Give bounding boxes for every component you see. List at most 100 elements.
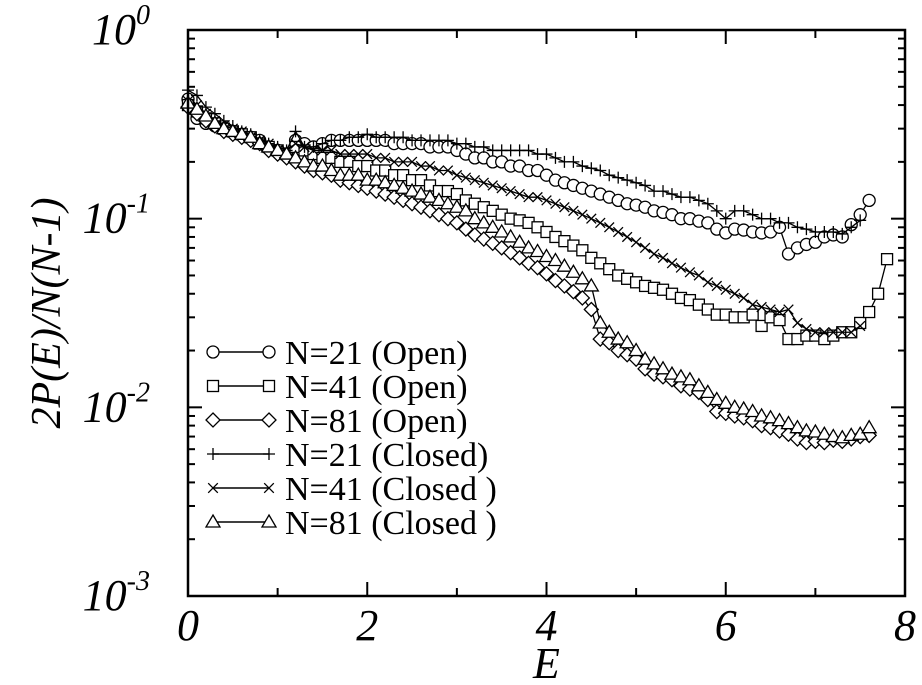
data-point bbox=[765, 304, 776, 315]
series-plus bbox=[182, 84, 867, 240]
legend-marker-start bbox=[207, 482, 219, 494]
data-point bbox=[639, 179, 652, 192]
data-point bbox=[496, 182, 507, 194]
data-point bbox=[701, 197, 714, 210]
legend-marker-start bbox=[204, 513, 222, 528]
series-line bbox=[187, 100, 861, 333]
y-tick-exponent: -2 bbox=[127, 377, 150, 408]
data-point bbox=[663, 365, 681, 380]
data-point bbox=[529, 243, 546, 258]
data-point bbox=[585, 162, 598, 175]
data-point bbox=[475, 214, 492, 229]
series-circle bbox=[181, 92, 876, 261]
data-point bbox=[487, 180, 498, 191]
data-point bbox=[636, 350, 654, 365]
data-point bbox=[477, 140, 490, 153]
legend-label: N=81 (Closed ) bbox=[285, 505, 497, 542]
data-point bbox=[353, 148, 364, 160]
legend-marker-start bbox=[206, 345, 220, 359]
data-point bbox=[773, 313, 786, 327]
data-point bbox=[816, 425, 833, 440]
data-point bbox=[334, 134, 347, 147]
data-point bbox=[630, 176, 643, 189]
data-point bbox=[756, 301, 767, 313]
data-point bbox=[827, 225, 840, 238]
data-point bbox=[406, 156, 418, 168]
data-point bbox=[746, 308, 759, 321]
data-point bbox=[854, 316, 867, 330]
x-tick-label: 2 bbox=[356, 601, 378, 650]
data-point bbox=[862, 193, 876, 208]
data-point bbox=[807, 423, 824, 438]
data-point bbox=[789, 419, 806, 434]
legend-label: N=41 (Open) bbox=[285, 369, 468, 406]
data-point bbox=[457, 202, 474, 217]
data-point bbox=[394, 179, 412, 194]
data-point bbox=[702, 277, 714, 288]
x-tick-label: 8 bbox=[894, 601, 916, 650]
data-point bbox=[335, 148, 346, 160]
data-point bbox=[708, 391, 725, 406]
data-point bbox=[762, 409, 779, 424]
data-point bbox=[871, 287, 885, 300]
series-cross bbox=[182, 95, 866, 338]
legend-marker-end bbox=[263, 482, 275, 494]
data-point bbox=[233, 126, 250, 140]
y-axis-title: 2P(E)/N(N-1) bbox=[24, 198, 70, 429]
data-point bbox=[576, 244, 589, 257]
data-point bbox=[747, 299, 758, 310]
data-point bbox=[612, 226, 624, 238]
data-point bbox=[361, 148, 373, 160]
data-point bbox=[502, 228, 519, 243]
data-point bbox=[540, 148, 553, 161]
legend-item: N=41 (Closed ) bbox=[207, 471, 497, 508]
data-point bbox=[710, 204, 723, 217]
legend-marker-end bbox=[263, 448, 275, 460]
data-point bbox=[493, 223, 510, 238]
data-point bbox=[388, 156, 400, 168]
data-point bbox=[675, 262, 687, 273]
legend-label: N=21 (Closed) bbox=[285, 437, 488, 474]
data-point bbox=[845, 221, 858, 234]
data-point bbox=[547, 252, 564, 267]
y-tick-base: 10 bbox=[92, 5, 136, 54]
data-point bbox=[654, 360, 672, 375]
data-point bbox=[415, 160, 427, 172]
data-point bbox=[683, 191, 696, 204]
data-point bbox=[603, 263, 616, 276]
data-point bbox=[505, 185, 516, 197]
data-point bbox=[242, 128, 259, 143]
data-point bbox=[421, 188, 439, 203]
data-point bbox=[576, 160, 589, 173]
data-point bbox=[466, 210, 483, 225]
data-point bbox=[744, 403, 761, 418]
data-point bbox=[541, 195, 552, 206]
legend-label: N=21 (Open) bbox=[285, 335, 468, 372]
data-point bbox=[819, 326, 830, 338]
data-point bbox=[693, 270, 705, 281]
data-point bbox=[753, 407, 770, 422]
data-point bbox=[448, 198, 466, 213]
data-point bbox=[442, 165, 454, 176]
data-point bbox=[666, 258, 678, 269]
data-point bbox=[801, 323, 812, 335]
data-point bbox=[610, 330, 627, 345]
data-point bbox=[323, 162, 340, 177]
series-triangle bbox=[179, 94, 878, 444]
data-point bbox=[717, 395, 734, 409]
data-point bbox=[719, 212, 732, 225]
data-point bbox=[361, 128, 374, 141]
data-point bbox=[783, 304, 794, 315]
data-point bbox=[755, 319, 768, 333]
data-point bbox=[692, 194, 705, 207]
data-point bbox=[317, 145, 328, 156]
data-point bbox=[810, 326, 821, 338]
data-point bbox=[645, 355, 663, 370]
data-point bbox=[594, 164, 607, 177]
data-point bbox=[278, 145, 295, 160]
data-point bbox=[601, 323, 618, 338]
data-point bbox=[825, 428, 842, 443]
series-layer bbox=[179, 84, 894, 451]
data-point bbox=[260, 138, 277, 153]
